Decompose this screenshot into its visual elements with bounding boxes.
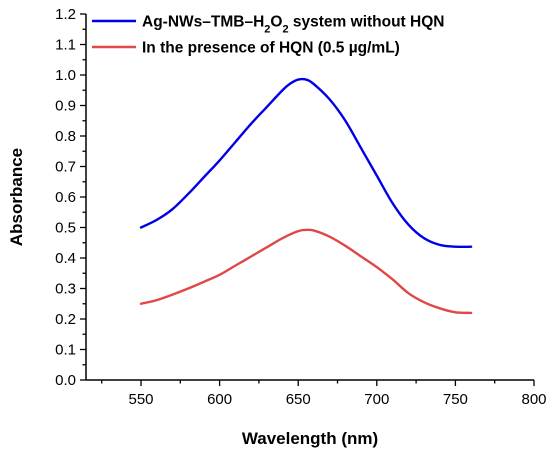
x-tick-label: 700 bbox=[364, 391, 389, 408]
y-tick-label: 1.1 bbox=[55, 37, 76, 54]
x-tick-label: 600 bbox=[207, 391, 232, 408]
series-line-2 bbox=[139, 228, 473, 315]
x-tick-label: 800 bbox=[521, 391, 546, 408]
legend-item-2: In the presence of HQN (0.5 µg/mL) bbox=[92, 40, 400, 57]
y-tick-label: 0.6 bbox=[55, 189, 76, 206]
legend-item-1: Ag-NWs–TMB–H2O2 system without HQN bbox=[92, 14, 444, 36]
y-tick-label: 0.1 bbox=[55, 342, 76, 359]
plot-area: 550 600 650 700 750 800 0.0 0.1 0.2 0.3 0.4 0.5 0.6… bbox=[55, 6, 546, 408]
y-tick-label: 0.4 bbox=[55, 250, 76, 267]
y-tick-label: 1.2 bbox=[55, 6, 76, 23]
legend: Ag-NWs–TMB–H2O2 system without HQN In the… bbox=[92, 14, 444, 57]
legend-label: In the presence of HQN (0.5 µg/mL) bbox=[142, 40, 400, 57]
y-tick-label: 0.5 bbox=[55, 220, 76, 237]
x-axis-ticks: 550 600 650 700 750 800 bbox=[101, 380, 547, 408]
y-axis-title: Absorbance bbox=[7, 148, 26, 246]
x-tick-label: 650 bbox=[286, 391, 311, 408]
x-tick-label: 550 bbox=[129, 391, 154, 408]
y-tick-label: 0.9 bbox=[55, 98, 76, 115]
y-tick-label: 0.0 bbox=[55, 372, 76, 389]
x-axis-title: Wavelength (nm) bbox=[242, 429, 378, 448]
series-layer bbox=[139, 77, 473, 315]
series-line-1 bbox=[139, 77, 473, 249]
y-tick-label: 0.7 bbox=[55, 159, 76, 176]
y-tick-label: 0.2 bbox=[55, 311, 76, 328]
y-axis-ticks: 0.0 0.1 0.2 0.3 0.4 0.5 0.6 0.7 0.8 0.9 1.0 1.1 1.2 bbox=[55, 6, 86, 389]
y-tick-label: 0.8 bbox=[55, 128, 76, 145]
x-tick-label: 750 bbox=[443, 391, 468, 408]
y-tick-label: 0.3 bbox=[55, 281, 76, 298]
y-tick-label: 1.0 bbox=[55, 67, 76, 84]
legend-label: Ag-NWs–TMB–H2O2 system without HQN bbox=[142, 14, 444, 36]
